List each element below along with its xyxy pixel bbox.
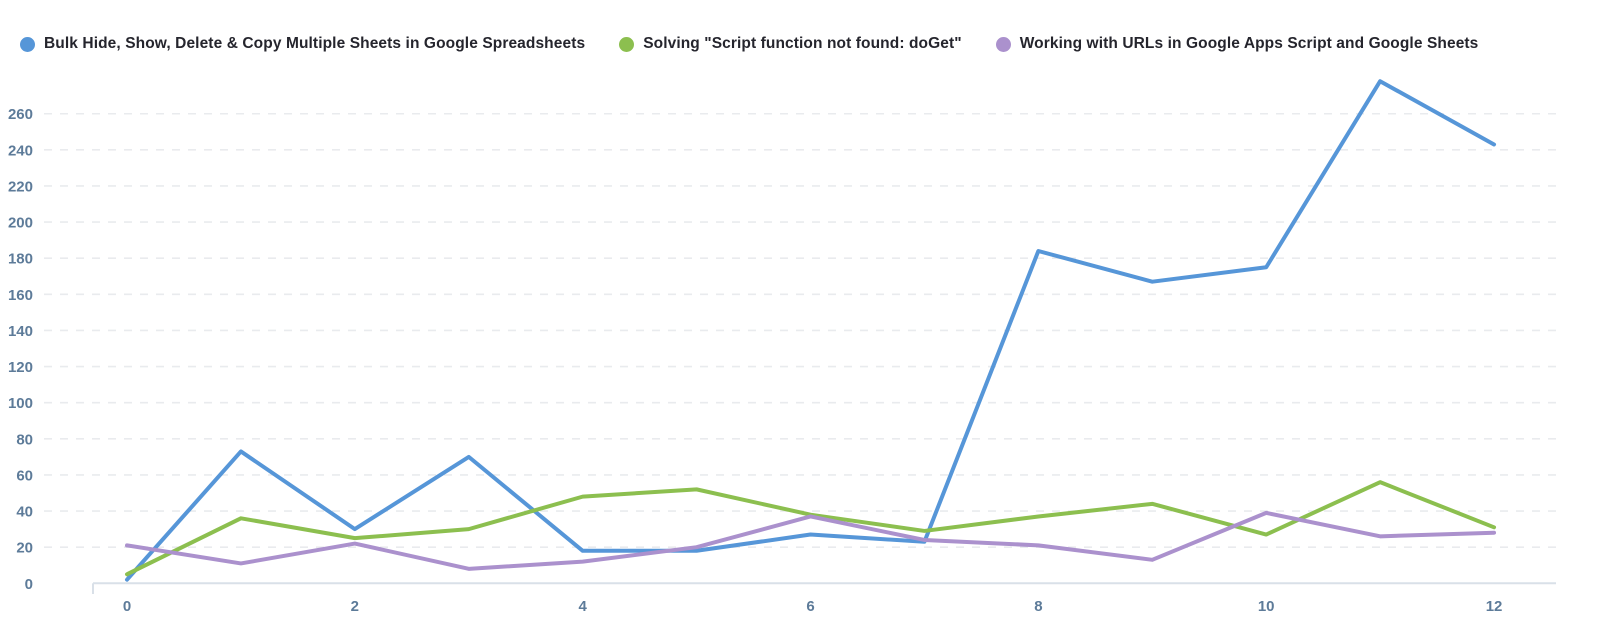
y-tick-label: 40: [16, 504, 33, 521]
y-tick-label: 20: [16, 540, 33, 557]
series-line-1: [125, 480, 1497, 577]
y-tick-label: 260: [8, 106, 33, 123]
x-tick-label: 12: [1486, 598, 1503, 615]
x-axis-labels: 0 2 4 6 8 10 12: [123, 598, 1503, 615]
x-tick-label: 6: [806, 598, 814, 615]
y-tick-label: 160: [8, 287, 33, 304]
chart-legend: Bulk Hide, Show, Delete & Copy Multiple …: [20, 35, 1478, 53]
y-tick-label: 220: [8, 178, 33, 195]
y-tick-label: 80: [16, 431, 33, 448]
series-lines: [125, 79, 1497, 582]
legend-item-series-1[interactable]: Solving "Script function not found: doGe…: [619, 35, 962, 53]
x-tick-label: 8: [1034, 598, 1042, 615]
y-tick-label: 120: [8, 359, 33, 376]
legend-item-series-2[interactable]: Working with URLs in Google Apps Script …: [995, 35, 1479, 53]
legend-dot-icon: [20, 36, 35, 52]
x-tick-label: 4: [579, 598, 588, 615]
legend-item-series-0[interactable]: Bulk Hide, Show, Delete & Copy Multiple …: [20, 35, 585, 53]
series-line-0: [125, 79, 1497, 582]
x-tick-label: 2: [351, 598, 359, 615]
legend-label: Working with URLs in Google Apps Script …: [1019, 35, 1479, 52]
y-tick-label: 0: [25, 576, 33, 593]
y-tick-label: 140: [8, 323, 33, 340]
legend-label: Bulk Hide, Show, Delete & Copy Multiple …: [44, 35, 586, 52]
gridlines: [44, 112, 1556, 548]
y-tick-label: 100: [8, 395, 33, 412]
y-tick-label: 180: [8, 251, 33, 268]
y-tick-label: 200: [8, 215, 33, 232]
y-axis-labels: 0 20 40 60 80 100 120 140 160 180 200 220 240 260: [8, 106, 33, 593]
legend-dot-icon: [995, 36, 1011, 52]
legend-dot-icon: [619, 36, 635, 52]
y-tick-label: 240: [8, 142, 33, 159]
series-line-2: [125, 510, 1497, 571]
x-tick-label: 0: [123, 598, 131, 615]
x-tick-label: 10: [1258, 598, 1275, 615]
y-tick-label: 60: [16, 467, 33, 484]
legend-label: Solving "Script function not found: doGe…: [643, 35, 962, 52]
